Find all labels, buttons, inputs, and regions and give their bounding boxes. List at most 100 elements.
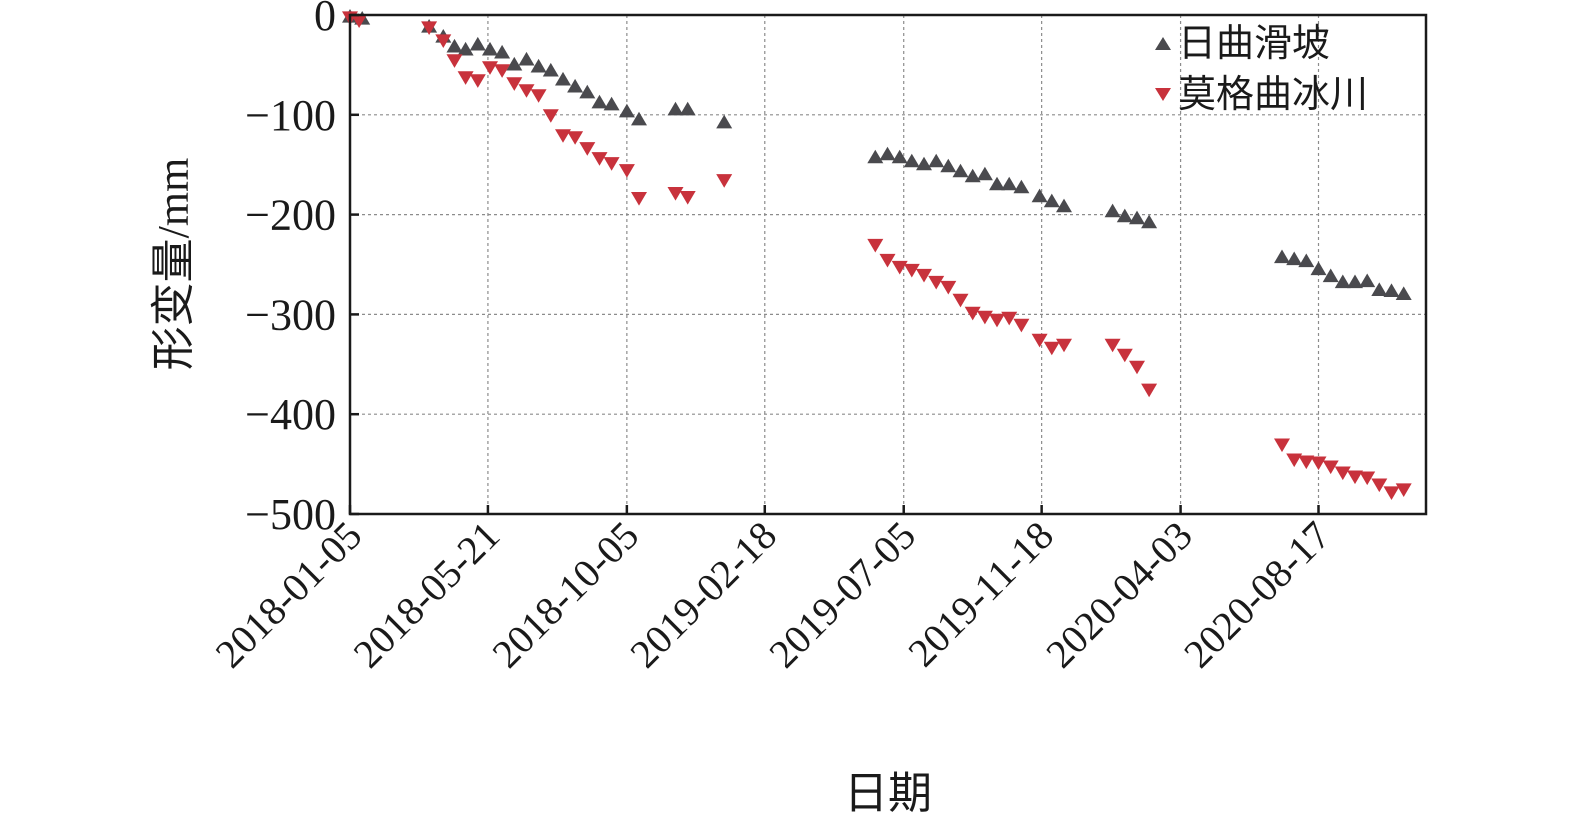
data-point: [1359, 273, 1376, 288]
data-point: [891, 260, 908, 275]
data-point: [457, 71, 474, 85]
data-point: [964, 168, 981, 183]
legend-marker-landslide: [1155, 37, 1171, 50]
data-point: [679, 101, 696, 116]
data-point: [1104, 203, 1121, 218]
x-tick-label: 2018-10-05: [483, 513, 647, 677]
y-tick-label: −100: [245, 91, 336, 140]
data-point: [506, 77, 523, 91]
data-point: [952, 293, 969, 308]
data-point: [518, 84, 535, 98]
data-point: [530, 89, 547, 103]
data-point: [1310, 261, 1327, 276]
data-point: [518, 51, 535, 66]
data-points: [342, 9, 1412, 500]
data-point: [952, 163, 969, 178]
data-point: [1043, 341, 1060, 356]
data-point: [603, 96, 620, 111]
data-point: [964, 306, 981, 321]
data-point: [530, 58, 547, 73]
data-point: [567, 131, 584, 145]
legend-marker-glacier: [1155, 88, 1171, 101]
data-point: [542, 62, 559, 77]
data-point: [469, 36, 486, 51]
axis-ticks: [348, 13, 1320, 516]
data-point: [1322, 460, 1339, 475]
data-point: [1383, 283, 1400, 297]
data-point: [1056, 338, 1072, 353]
data-point: [916, 268, 932, 283]
data-point: [1334, 274, 1351, 289]
data-point: [1286, 453, 1303, 468]
data-point: [435, 34, 452, 48]
data-point: [555, 129, 571, 143]
data-point: [579, 84, 596, 99]
data-point: [976, 166, 993, 181]
data-point: [1298, 253, 1315, 268]
data-point: [1013, 318, 1030, 333]
data-point: [1347, 274, 1363, 289]
y-tick-label: −500: [245, 490, 336, 539]
data-point: [631, 111, 647, 126]
data-point: [1274, 249, 1290, 264]
data-point: [506, 56, 523, 71]
data-point: [421, 21, 438, 35]
data-point: [603, 157, 620, 171]
x-tick-label: 2020-08-17: [1175, 513, 1339, 677]
data-point: [591, 152, 608, 166]
data-point: [482, 41, 498, 56]
data-point: [1347, 470, 1363, 485]
grid-lines: [350, 15, 1426, 514]
data-point: [1116, 348, 1133, 363]
data-point: [555, 71, 571, 86]
data-point: [976, 310, 993, 325]
data-point: [591, 94, 608, 109]
data-point: [618, 103, 635, 118]
legend-label-glacier: 莫格曲冰川: [1178, 72, 1368, 116]
data-point: [1001, 176, 1018, 191]
data-point: [542, 109, 559, 123]
data-point: [903, 153, 920, 168]
data-point: [1395, 286, 1412, 300]
x-axis-title: 日期: [844, 769, 932, 818]
data-point: [494, 64, 511, 78]
data-point: [1395, 483, 1412, 497]
series-glacier: [342, 11, 1412, 500]
data-point: [482, 61, 498, 75]
x-tick-label: 2018-05-21: [344, 513, 508, 677]
legend-label-landslide: 日曲滑坡: [1178, 21, 1330, 65]
data-point: [989, 313, 1005, 328]
x-tick-label: 2019-07-05: [760, 513, 924, 677]
data-point: [867, 238, 884, 253]
data-point: [1141, 383, 1158, 398]
data-point: [1310, 456, 1327, 471]
data-point: [1129, 210, 1145, 225]
data-point: [903, 263, 920, 278]
x-tick-label: 2020-04-03: [1037, 513, 1201, 677]
data-point: [1031, 188, 1048, 203]
data-point: [1322, 268, 1339, 283]
data-point: [457, 41, 474, 56]
data-point: [1116, 208, 1133, 223]
data-point: [494, 44, 511, 59]
data-point: [1129, 360, 1145, 375]
data-point: [579, 142, 596, 156]
y-axis-title: 形变量/mm: [149, 158, 198, 371]
y-tick-label: 0: [314, 0, 336, 40]
data-point: [1104, 338, 1121, 353]
data-point: [631, 192, 647, 206]
data-point: [1013, 179, 1030, 194]
y-tick-label: −300: [245, 290, 336, 339]
data-point: [567, 78, 584, 93]
data-point: [1043, 193, 1060, 208]
data-point: [1031, 333, 1048, 348]
data-point: [989, 176, 1005, 191]
data-point: [928, 275, 945, 290]
data-point: [879, 146, 896, 161]
data-point: [469, 74, 486, 88]
data-point: [1286, 251, 1303, 266]
data-point: [618, 164, 635, 178]
data-point: [867, 149, 884, 164]
